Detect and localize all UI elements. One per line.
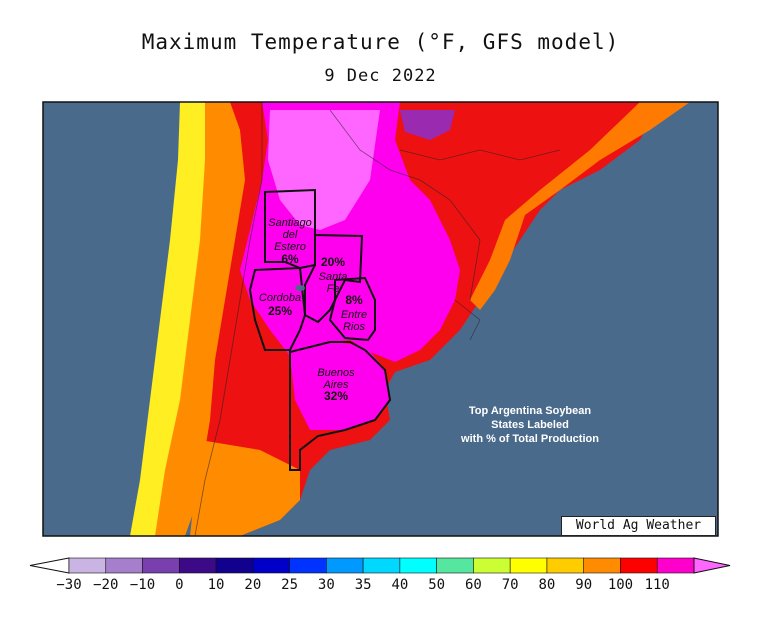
legend-arrow-high	[693, 557, 731, 574]
legend-tick-label: 30	[318, 577, 335, 593]
legend-swatch	[289, 557, 327, 574]
legend-tick-label: −10	[130, 577, 155, 593]
state-name: Entre	[341, 309, 367, 321]
legend-tick-label: 20	[244, 577, 261, 593]
state-name: Santiago	[268, 217, 311, 229]
state-borders	[248, 188, 392, 471]
note-line: with % of Total Production	[460, 433, 599, 445]
legend-swatch	[509, 557, 548, 574]
legend-tick-label: 40	[391, 577, 408, 593]
lake	[295, 285, 305, 291]
legend-ticks: −30 −20 −10 0 10 20 25 30 35 40 50 60 70 80 90 100 110	[56, 577, 670, 593]
coast-orange	[470, 102, 690, 310]
legend-tick-label: 100	[608, 577, 633, 593]
legend-swatch	[142, 557, 180, 574]
state-pct: 6%	[281, 252, 299, 266]
state-name: Rios	[343, 321, 366, 333]
legend-arrow-low	[29, 557, 70, 574]
legend-swatch	[105, 557, 143, 574]
legend-tick-label: 0	[175, 577, 183, 593]
legend-swatch	[656, 557, 695, 574]
note-line: Top Argentina Soybean	[469, 405, 592, 417]
state-pct: 32%	[324, 389, 348, 403]
state-name: Aires	[322, 379, 349, 391]
state-pct: 8%	[345, 293, 363, 307]
south-orange	[190, 440, 300, 536]
legend-tick-label: −30	[56, 577, 81, 593]
state-label-entrerios: 8% Entre Rios	[341, 293, 367, 333]
state-name: del	[283, 229, 298, 241]
state-label-buenosaires: Buenos Aires 32%	[317, 367, 355, 403]
country-borders	[194, 102, 561, 536]
legend-tick-label: 50	[428, 577, 445, 593]
legend-tick-label: 60	[465, 577, 482, 593]
credit-box: World Ag Weather	[561, 516, 716, 536]
state-pct: 25%	[268, 304, 292, 318]
legend-tick-label: 70	[502, 577, 519, 593]
map-note: Top Argentina Soybean States Labeled wit…	[460, 405, 599, 445]
note-line: States Labeled	[491, 419, 569, 431]
state-name: Buenos	[317, 367, 355, 379]
legend-swatch	[436, 557, 474, 574]
legend-tick-label: 90	[575, 577, 592, 593]
legend-swatch	[215, 557, 254, 574]
legend-swatch	[620, 557, 658, 574]
state-name: Santa	[319, 271, 348, 283]
legend-tick-label: 35	[355, 577, 372, 593]
legend-swatch	[546, 557, 585, 574]
legend-tick-label: −20	[93, 577, 118, 593]
state-label-cordoba: Cordoba 25%	[259, 292, 301, 318]
legend-swatch	[362, 557, 401, 574]
legend-swatch	[473, 557, 511, 574]
map-title: Maximum Temperature (°F, GFS model)	[141, 30, 620, 54]
legend-swatch	[68, 557, 107, 574]
state-name: Estero	[274, 241, 306, 253]
legend-swatch	[583, 557, 621, 574]
legend-tick-label: 80	[539, 577, 556, 593]
state-pct: 20%	[321, 255, 345, 269]
state-label-santafe: 20% Santa Fe	[319, 255, 348, 295]
map-field	[43, 102, 718, 536]
map-date: 9 Dec 2022	[324, 66, 437, 86]
legend-tick-label: 10	[208, 577, 225, 593]
state-name: Fe	[327, 283, 340, 295]
purple-patch	[400, 110, 455, 140]
legend-swatch	[252, 557, 290, 574]
legend-tick-label: 110	[645, 577, 670, 593]
hot-region-ba	[290, 342, 390, 430]
border-buenosaires	[289, 341, 392, 471]
color-legend: −30 −20 −10 0 10 20 25 30 35 40 50 60 70 80 90 100 110	[29, 557, 731, 593]
state-name: Cordoba	[259, 292, 301, 304]
legend-swatch	[178, 557, 217, 574]
border-cordoba	[248, 266, 307, 351]
border-entrerios	[328, 276, 376, 342]
legend-tick-label: 25	[281, 577, 298, 593]
legend-swatch	[399, 557, 437, 574]
legend-swatches	[29, 557, 731, 574]
legend-swatch	[326, 557, 364, 574]
state-label-santiago: Santiago del Estero 6%	[268, 217, 311, 266]
border-santafe	[304, 233, 364, 324]
